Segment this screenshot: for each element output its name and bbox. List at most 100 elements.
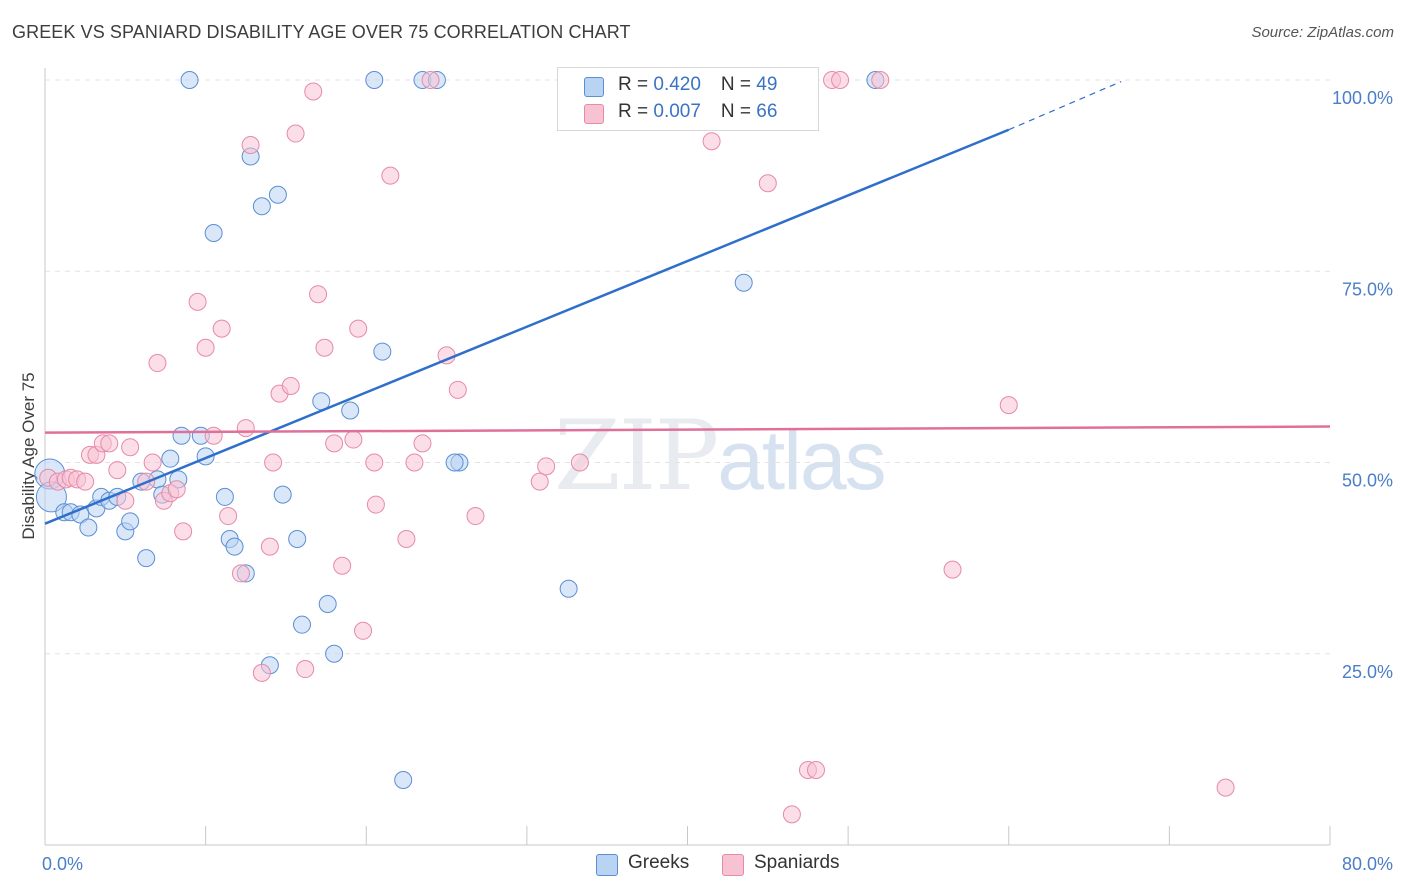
spaniards-point xyxy=(807,761,825,780)
greeks-r-label: R = xyxy=(618,74,654,95)
spaniards-point xyxy=(264,453,283,472)
correlation-legend: R = 0.420 N = 49 R = 0.007 N = 66 xyxy=(557,67,819,131)
greeks-point xyxy=(445,453,464,472)
spaniards-point xyxy=(231,564,250,583)
spaniards-point xyxy=(344,430,363,449)
greeks-point xyxy=(161,449,180,468)
y-axis-tick-labels: 25.0% 50.0% 75.0% 100.0% xyxy=(1332,88,1393,682)
spaniards-point xyxy=(325,434,344,453)
greeks-trend-line xyxy=(44,128,1010,525)
greeks-n-label: N = xyxy=(720,74,757,95)
spaniards-trend-line xyxy=(44,425,1331,434)
spaniards-point xyxy=(315,338,334,357)
greeks-legend-label: Greeks xyxy=(628,852,690,873)
spaniards-point xyxy=(333,556,352,575)
spaniards-point xyxy=(999,396,1018,415)
greeks-point xyxy=(204,224,223,242)
spaniards-r-value: 0.007 xyxy=(653,101,701,122)
greeks-point xyxy=(373,342,392,361)
spaniards-point xyxy=(366,495,385,514)
spaniards-point xyxy=(296,660,315,679)
greeks-swatch xyxy=(584,77,604,97)
spaniards-point xyxy=(236,419,255,438)
greeks-point xyxy=(293,615,311,634)
spaniards-point xyxy=(204,426,223,445)
spaniards-point xyxy=(448,380,467,399)
spaniards-point xyxy=(365,453,384,472)
spaniards-point xyxy=(871,71,890,89)
spaniards-point xyxy=(116,491,135,510)
spaniards-point xyxy=(405,453,424,472)
spaniards-swatch xyxy=(584,104,604,124)
greeks-point xyxy=(225,537,244,556)
greeks-point xyxy=(288,530,307,548)
spaniards-point xyxy=(349,319,368,338)
spaniards-point xyxy=(174,522,193,541)
greeks-point xyxy=(559,579,578,598)
y-axis-label: Disability Age Over 75 xyxy=(19,372,38,539)
greeks-point xyxy=(215,487,234,506)
spaniards-legend-label: Spaniards xyxy=(754,852,840,873)
spaniards-point xyxy=(241,136,260,155)
greeks-r-value: 0.420 xyxy=(653,74,701,95)
chart-title: GREEK VS SPANIARD DISABILITY AGE OVER 75… xyxy=(12,22,631,42)
spaniards-point xyxy=(260,537,279,556)
spaniards-point xyxy=(413,434,432,453)
spaniards-legend-swatch xyxy=(722,854,744,876)
y-tick-label-50: 50.0% xyxy=(1342,471,1393,491)
greeks-point xyxy=(268,185,287,204)
spaniards-point xyxy=(304,82,323,101)
greeks-point xyxy=(137,549,156,568)
greeks-point xyxy=(341,401,360,420)
x-axis-tick-labels: 0.0% 80.0% xyxy=(42,854,1393,874)
spaniards-point xyxy=(1216,778,1235,797)
spaniards-point xyxy=(76,472,95,491)
greeks-point xyxy=(365,71,384,89)
spaniards-point xyxy=(354,621,373,640)
spaniards-point xyxy=(782,805,801,824)
source-credit: Source: ZipAtlas.com xyxy=(1251,24,1394,41)
spaniards-point xyxy=(570,453,589,472)
axes xyxy=(44,68,1330,846)
spaniards-point xyxy=(167,480,186,499)
spaniards-point xyxy=(281,377,300,395)
greeks-point xyxy=(180,71,199,89)
spaniards-point xyxy=(466,507,485,526)
spaniards-points xyxy=(39,71,1235,824)
spaniards-point xyxy=(286,124,305,143)
greeks-n-value: 49 xyxy=(756,74,778,95)
spaniards-n-label: N = xyxy=(720,101,757,122)
spaniards-point xyxy=(530,472,549,491)
x-tick-label-max: 80.0% xyxy=(1342,854,1393,874)
greeks-legend-swatch xyxy=(596,854,618,876)
spaniards-point xyxy=(121,438,140,457)
spaniards-point xyxy=(219,507,238,526)
spaniards-point xyxy=(831,71,850,89)
spaniards-stats: R = 0.007 N = 66 xyxy=(618,101,777,123)
spaniards-point xyxy=(537,457,556,476)
spaniards-point xyxy=(143,453,162,472)
spaniards-r-label: R = xyxy=(618,101,654,122)
x-tick-label-min: 0.0% xyxy=(42,854,83,874)
greeks-point xyxy=(394,770,413,789)
greeks-point xyxy=(79,518,98,537)
y-tick-label-75: 75.0% xyxy=(1342,279,1393,299)
y-tick-label-25: 25.0% xyxy=(1342,662,1393,682)
greeks-stats: R = 0.420 N = 49 xyxy=(618,74,777,96)
spaniards-point xyxy=(758,174,777,193)
spaniards-point xyxy=(702,132,721,151)
greeks-point xyxy=(325,644,344,663)
greeks-point xyxy=(121,512,140,531)
greeks-trend-extension xyxy=(1008,80,1122,131)
spaniards-point xyxy=(381,166,400,185)
greeks-point xyxy=(273,485,292,504)
spaniards-point xyxy=(100,434,119,453)
spaniards-point xyxy=(252,663,271,682)
spaniards-point xyxy=(212,319,231,338)
spaniards-point xyxy=(397,530,416,548)
greeks-point xyxy=(318,595,337,614)
spaniards-point xyxy=(188,292,207,311)
spaniards-n-value: 66 xyxy=(756,101,778,122)
spaniards-point xyxy=(309,285,328,304)
